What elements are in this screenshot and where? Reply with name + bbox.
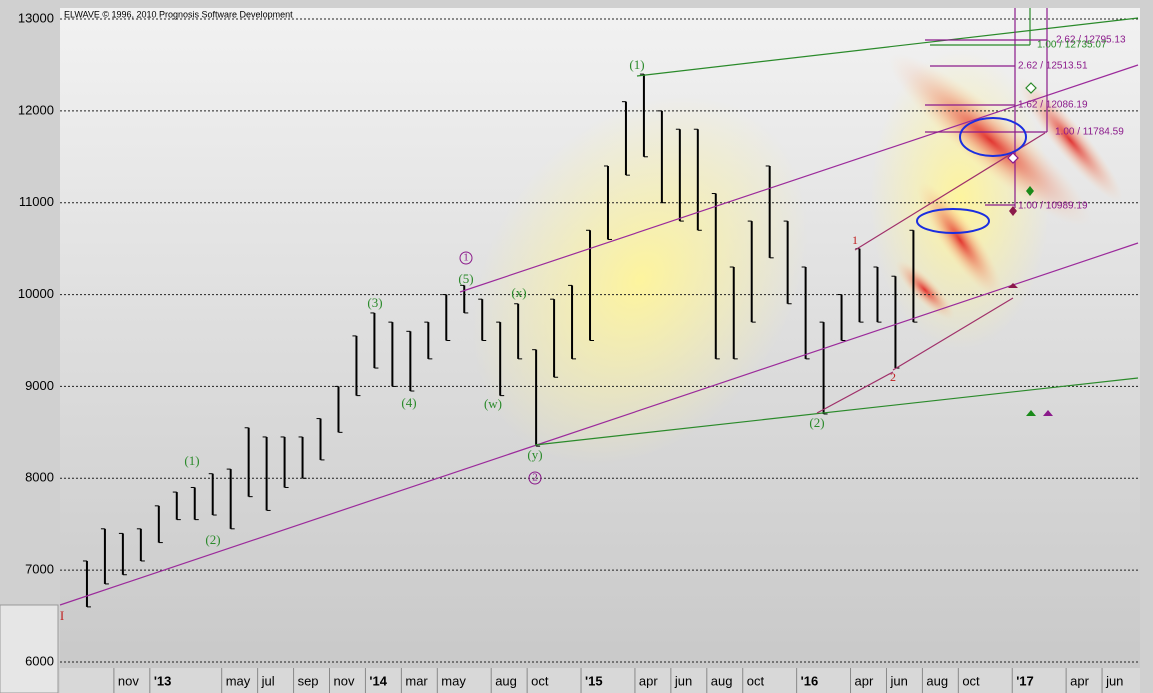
y-tick-label: 9000: [25, 378, 54, 393]
channel-line: [59, 242, 1139, 606]
channel-line: [816, 371, 894, 414]
glow: [471, 94, 809, 466]
y-tick-label: 8000: [25, 470, 54, 485]
annotation: 2: [532, 472, 538, 484]
annotation-circle: [528, 471, 542, 485]
x-tick-label: jun: [1105, 673, 1123, 688]
marker: [1026, 410, 1036, 416]
annotation: 1: [852, 233, 858, 247]
x-tick-label: may: [441, 673, 466, 688]
target-ellipse: [916, 208, 990, 234]
price-bars: [82, 73, 918, 608]
x-tick-label: aug: [926, 673, 948, 688]
x-tick-label: jun: [889, 673, 907, 688]
trend-lines: [59, 8, 1139, 606]
x-tick-label: apr: [639, 673, 658, 688]
x-tick-label: nov: [118, 673, 139, 688]
header: ELWAVE © 1996, 2010 Prognosis Software D…: [64, 9, 293, 19]
x-tick-label: '16: [801, 673, 819, 688]
grid: [60, 18, 1138, 693]
x-tick-label: '13: [154, 673, 172, 688]
y-tick-label: 6000: [25, 653, 54, 668]
x-tick-label: aug: [495, 673, 517, 688]
x-tick-label: may: [226, 673, 251, 688]
glow: [895, 260, 955, 320]
annotation: (1): [629, 57, 644, 72]
x-tick-label: sep: [298, 673, 319, 688]
y-tick-label: 11000: [19, 194, 54, 209]
y-tick-label: 12000: [18, 102, 54, 117]
x-tick-label: apr: [1070, 673, 1089, 688]
marker: [1025, 82, 1037, 94]
y-tick-label: 10000: [18, 286, 54, 301]
channel-line: [636, 17, 1139, 77]
annotation: 1: [463, 252, 469, 264]
annotation: 2: [890, 370, 896, 384]
marker: [1007, 152, 1019, 164]
annotation: 1.00 / 11784.59: [1055, 127, 1124, 138]
annotation: (1): [184, 453, 199, 468]
corner-box: [0, 604, 59, 693]
annotation: (4): [401, 395, 416, 410]
x-tick-label: nov: [334, 673, 355, 688]
marker: [1009, 206, 1017, 216]
x-tick-label: oct: [531, 673, 549, 688]
x-tick-label: oct: [962, 673, 980, 688]
annotation: (3): [367, 295, 382, 310]
annotation: (y): [527, 447, 542, 462]
annotation: 2.62 / 12795.13: [1056, 35, 1126, 46]
annotation: 1.00 / 12735.07: [1037, 40, 1107, 51]
annotation: (2): [205, 532, 220, 547]
y-tick-label: 13000: [18, 10, 54, 25]
target-ellipse: [959, 117, 1027, 157]
annotation: 1.00 / 10989.19: [1018, 201, 1088, 212]
x-tick-label: '17: [1016, 673, 1034, 688]
channel-line: [459, 64, 1139, 293]
glow: [888, 53, 1092, 227]
annotation: (x): [511, 285, 526, 300]
channel-line: [892, 297, 1014, 371]
x-tick-label: jun: [674, 673, 692, 688]
x-tick-label: oct: [747, 673, 765, 688]
glow: [1017, 77, 1123, 203]
x-tick-label: mar: [405, 673, 428, 688]
marker: [1043, 410, 1053, 416]
annotation: (5): [458, 271, 473, 286]
marker: [1026, 186, 1034, 196]
marker: [1008, 283, 1018, 288]
channel-line: [534, 377, 1139, 446]
x-tick-label: jul: [261, 673, 275, 688]
labels: 6000 7000 8000 9000 10000 11000 12000 13000 nov '…: [18, 10, 1126, 688]
annotation: 2.62 / 12513.51: [1018, 61, 1088, 72]
x-tick-label: '15: [585, 673, 603, 688]
y-tick-label: 7000: [25, 562, 54, 577]
annotation: 1.62 / 12086.19: [1018, 100, 1088, 111]
x-axis-band: [60, 668, 1140, 693]
annotation: I: [60, 608, 64, 623]
x-tick-label: apr: [855, 673, 874, 688]
x-tick-label: '14: [369, 673, 387, 688]
annotation-circle: [459, 251, 473, 265]
x-tick-label: aug: [711, 673, 733, 688]
annotation: (2): [809, 415, 824, 430]
annotation: (w): [484, 396, 502, 411]
